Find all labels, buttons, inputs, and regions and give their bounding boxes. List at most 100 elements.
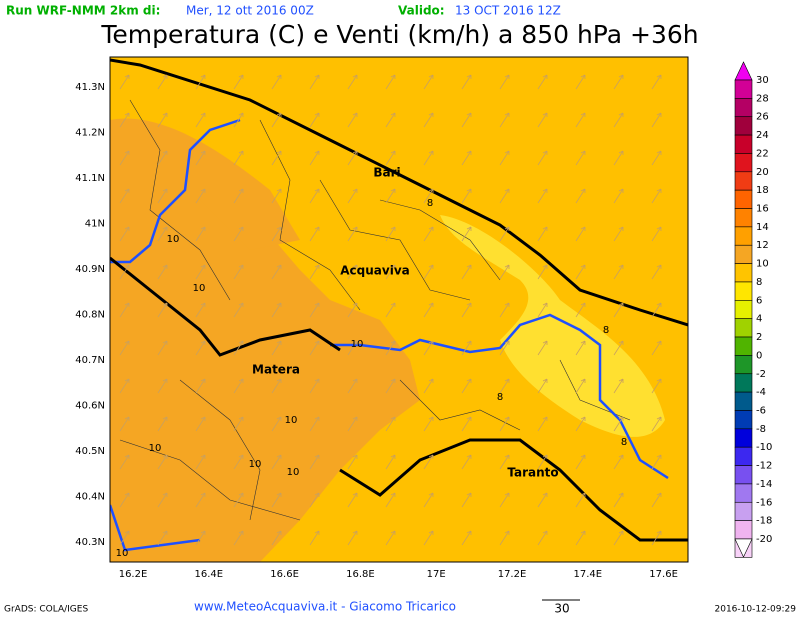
- wind-arrow: [423, 416, 434, 432]
- lon-tick-label: 17E: [427, 569, 446, 580]
- wind-arrow: [613, 378, 624, 394]
- wind-arrow: [461, 454, 472, 470]
- colorbar-segment: [734, 410, 753, 430]
- wind-arrow: [423, 112, 434, 128]
- colorbar-segment: [734, 98, 753, 118]
- wind-arrow: [119, 112, 130, 128]
- colorbar-segment: [734, 61, 753, 81]
- wind-arrow: [157, 74, 168, 90]
- place-label: Acquaviva: [340, 264, 410, 278]
- wind-arrow: [119, 378, 130, 394]
- colorbar-segment: [734, 391, 753, 411]
- colorbar-label: 16: [756, 204, 769, 215]
- wind-arrow: [309, 454, 320, 470]
- wind-arrow: [233, 74, 244, 90]
- wind-arrow: [537, 340, 548, 356]
- place-label: Bari: [373, 166, 400, 180]
- wind-arrow: [499, 112, 510, 128]
- wind-arrow: [347, 530, 358, 546]
- wind-arrow: [690, 379, 699, 393]
- municipal-borders: [119, 99, 631, 521]
- wind-arrow: [233, 226, 244, 242]
- wind-arrow: [233, 112, 244, 128]
- field-10-12: [110, 118, 300, 250]
- wind-arrow: [347, 416, 358, 432]
- wind-arrow: [613, 74, 624, 90]
- wind-arrow: [537, 112, 548, 128]
- lon-tick-label: 17.6E: [649, 569, 678, 580]
- wind-arrow: [461, 302, 472, 318]
- wind-arrow: [119, 530, 130, 546]
- wind-arrow: [119, 188, 130, 204]
- wind-arrow: [537, 74, 548, 90]
- wind-arrow: [461, 188, 472, 204]
- wind-arrow: [537, 302, 548, 318]
- wind-arrow: [195, 340, 206, 356]
- wind-arrow: [575, 416, 586, 432]
- wind-arrow: [499, 530, 510, 546]
- map-frame: [109, 56, 689, 563]
- wind-arrow: [309, 264, 320, 280]
- wind-arrow: [537, 188, 548, 204]
- colorbar-label: -6: [756, 405, 766, 416]
- wind-arrow: [271, 378, 282, 394]
- wind-arrow: [157, 530, 168, 546]
- wind-arrow: [690, 265, 699, 279]
- wind-arrow: [271, 340, 282, 356]
- wind-arrow: [195, 454, 206, 470]
- wind-arrow: [461, 150, 472, 166]
- colorbar-label: 6: [756, 295, 762, 306]
- wind-arrow: [271, 302, 282, 318]
- wind-arrow: [499, 226, 510, 242]
- credit: GrADS: COLA/IGES: [4, 605, 88, 615]
- contour-label: 10: [116, 548, 129, 559]
- wind-arrow: [423, 378, 434, 394]
- wind-arrow: [651, 150, 662, 166]
- wind-arrow: [651, 416, 662, 432]
- wind-arrow: [690, 341, 699, 355]
- wind-arrow: [119, 150, 130, 166]
- colorbar-segment: [734, 116, 753, 136]
- contour-label: 8: [603, 325, 609, 336]
- colorbar-label: 2: [756, 332, 762, 343]
- wind-arrow: [271, 188, 282, 204]
- wind-arrow: [651, 188, 662, 204]
- wind-arrow: [385, 302, 396, 318]
- wind-arrow: [347, 454, 358, 470]
- wind-arrow: [499, 188, 510, 204]
- colorbar: 302826242220181614121086420-2-4-6-8-10-1…: [734, 61, 772, 558]
- contour-label: 8: [497, 392, 503, 403]
- wind-arrow: [690, 227, 699, 241]
- wind-arrow: [499, 264, 510, 280]
- wind-arrow: [499, 150, 510, 166]
- colorbar-label: 0: [756, 350, 762, 361]
- wind-arrow: [119, 264, 130, 280]
- wind-arrow: [613, 416, 624, 432]
- wind-arrow: [613, 188, 624, 204]
- lat-tick-label: 41N: [85, 219, 105, 230]
- wind-arrow: [309, 340, 320, 356]
- colorbar-label: -2: [756, 369, 766, 380]
- wind-arrow: [233, 454, 244, 470]
- wind-arrow: [690, 455, 699, 469]
- wind-arrow: [613, 226, 624, 242]
- wind-arrow: [575, 378, 586, 394]
- contour-label: 10: [193, 283, 206, 294]
- wind-arrow: [271, 454, 282, 470]
- wind-arrow: [309, 530, 320, 546]
- lon-tick-label: 16.2E: [119, 569, 148, 580]
- wind-arrow: [309, 74, 320, 90]
- contour-label: 10: [285, 415, 298, 426]
- wind-arrow: [271, 74, 282, 90]
- wind-arrow: [233, 530, 244, 546]
- region-borders: [110, 118, 669, 552]
- colorbar-label: -10: [756, 442, 772, 453]
- wind-arrow: [309, 378, 320, 394]
- valid-date: 13 OCT 2016 12Z: [455, 4, 561, 18]
- wind-arrow: [538, 569, 547, 583]
- wind-arrow: [423, 74, 434, 90]
- contour-label: 10: [167, 234, 180, 245]
- lon-tick-label: 17.2E: [498, 569, 527, 580]
- colorbar-label: -12: [756, 461, 772, 472]
- lat-tick-label: 40.8N: [75, 310, 105, 321]
